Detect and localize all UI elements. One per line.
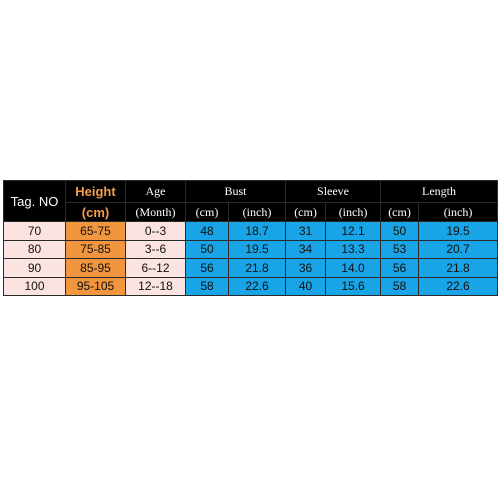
table-cell: 21.8 <box>227 258 287 278</box>
table-cell: 34 <box>285 239 327 259</box>
table-cell: 18.7 <box>227 221 287 241</box>
header-cell: Length <box>380 180 499 203</box>
table-cell: 80 <box>3 239 66 259</box>
table-cell: 70 <box>3 221 66 241</box>
table-cell: 6--12 <box>125 258 186 278</box>
header-cell: (cm) <box>285 202 327 222</box>
table-row: 100 95-105 12--18 58 22.6 40 15.6 58 22.6 <box>3 276 499 296</box>
table-cell: 85-95 <box>65 258 126 278</box>
table-cell: 19.5 <box>418 221 499 241</box>
table-cell: 65-75 <box>65 221 126 241</box>
table-cell: 56 <box>380 258 420 278</box>
table-cell: 58 <box>380 276 420 296</box>
header-cell: Age <box>125 180 186 203</box>
header-cell: Bust <box>184 180 287 203</box>
header-cell: (inch) <box>325 202 382 222</box>
table-body: 70 65-75 0--3 48 18.7 31 12.1 50 19.5 80 75-85 3--6… <box>3 221 499 296</box>
table-cell: 36 <box>285 258 327 278</box>
table-cell: 50 <box>380 221 420 241</box>
table-cell: 20.7 <box>418 239 499 259</box>
header-cell: (cm) <box>65 202 126 222</box>
header-cell: (inch) <box>227 202 287 222</box>
table-cell: 53 <box>380 239 420 259</box>
header-cell: (inch) <box>418 202 499 222</box>
header-cell: Sleeve <box>285 180 382 203</box>
table-cell: 58 <box>185 276 229 296</box>
header-row: (cm) (Month) (cm) (inch) (cm) (inch) (cm… <box>4 202 499 222</box>
table-cell: 22.6 <box>227 276 287 296</box>
table-cell: 50 <box>185 239 229 259</box>
table-row: 80 75-85 3--6 50 19.5 34 13.3 53 20.7 <box>3 239 499 259</box>
table-cell: 31 <box>285 221 327 241</box>
table-cell: 15.6 <box>325 276 382 296</box>
table-cell: 12.1 <box>325 221 382 241</box>
header-row: Tag. NO Height Age Bust Sleeve Length <box>3 180 499 222</box>
table-cell: 19.5 <box>227 239 287 259</box>
table-cell: 22.6 <box>418 276 499 296</box>
header-cell: (Month) <box>125 202 186 222</box>
table-cell: 95-105 <box>65 276 126 296</box>
table-cell: 56 <box>185 258 229 278</box>
table-cell: 75-85 <box>65 239 126 259</box>
header-cell: Tag. NO <box>3 180 66 222</box>
table-cell: 3--6 <box>125 239 186 259</box>
header-cell: (cm) <box>380 202 420 222</box>
table-cell: 13.3 <box>325 239 382 259</box>
table-row: 70 65-75 0--3 48 18.7 31 12.1 50 19.5 <box>3 221 499 241</box>
table-cell: 40 <box>285 276 327 296</box>
table-row: 90 85-95 6--12 56 21.8 36 14.0 56 21.8 <box>3 258 499 278</box>
table-cell: 0--3 <box>125 221 186 241</box>
table-cell: 21.8 <box>418 258 499 278</box>
table-cell: 90 <box>3 258 66 278</box>
size-table: Tag. NO Height Age Bust Sleeve Length (c… <box>3 180 499 296</box>
table-header: Tag. NO Height Age Bust Sleeve Length (c… <box>3 180 499 222</box>
table-cell: 48 <box>185 221 229 241</box>
table-cell: 12--18 <box>125 276 186 296</box>
header-cell: (cm) <box>185 202 229 222</box>
header-cell: Height <box>65 180 126 203</box>
table-cell: 14.0 <box>325 258 382 278</box>
table-cell: 100 <box>3 276 66 296</box>
